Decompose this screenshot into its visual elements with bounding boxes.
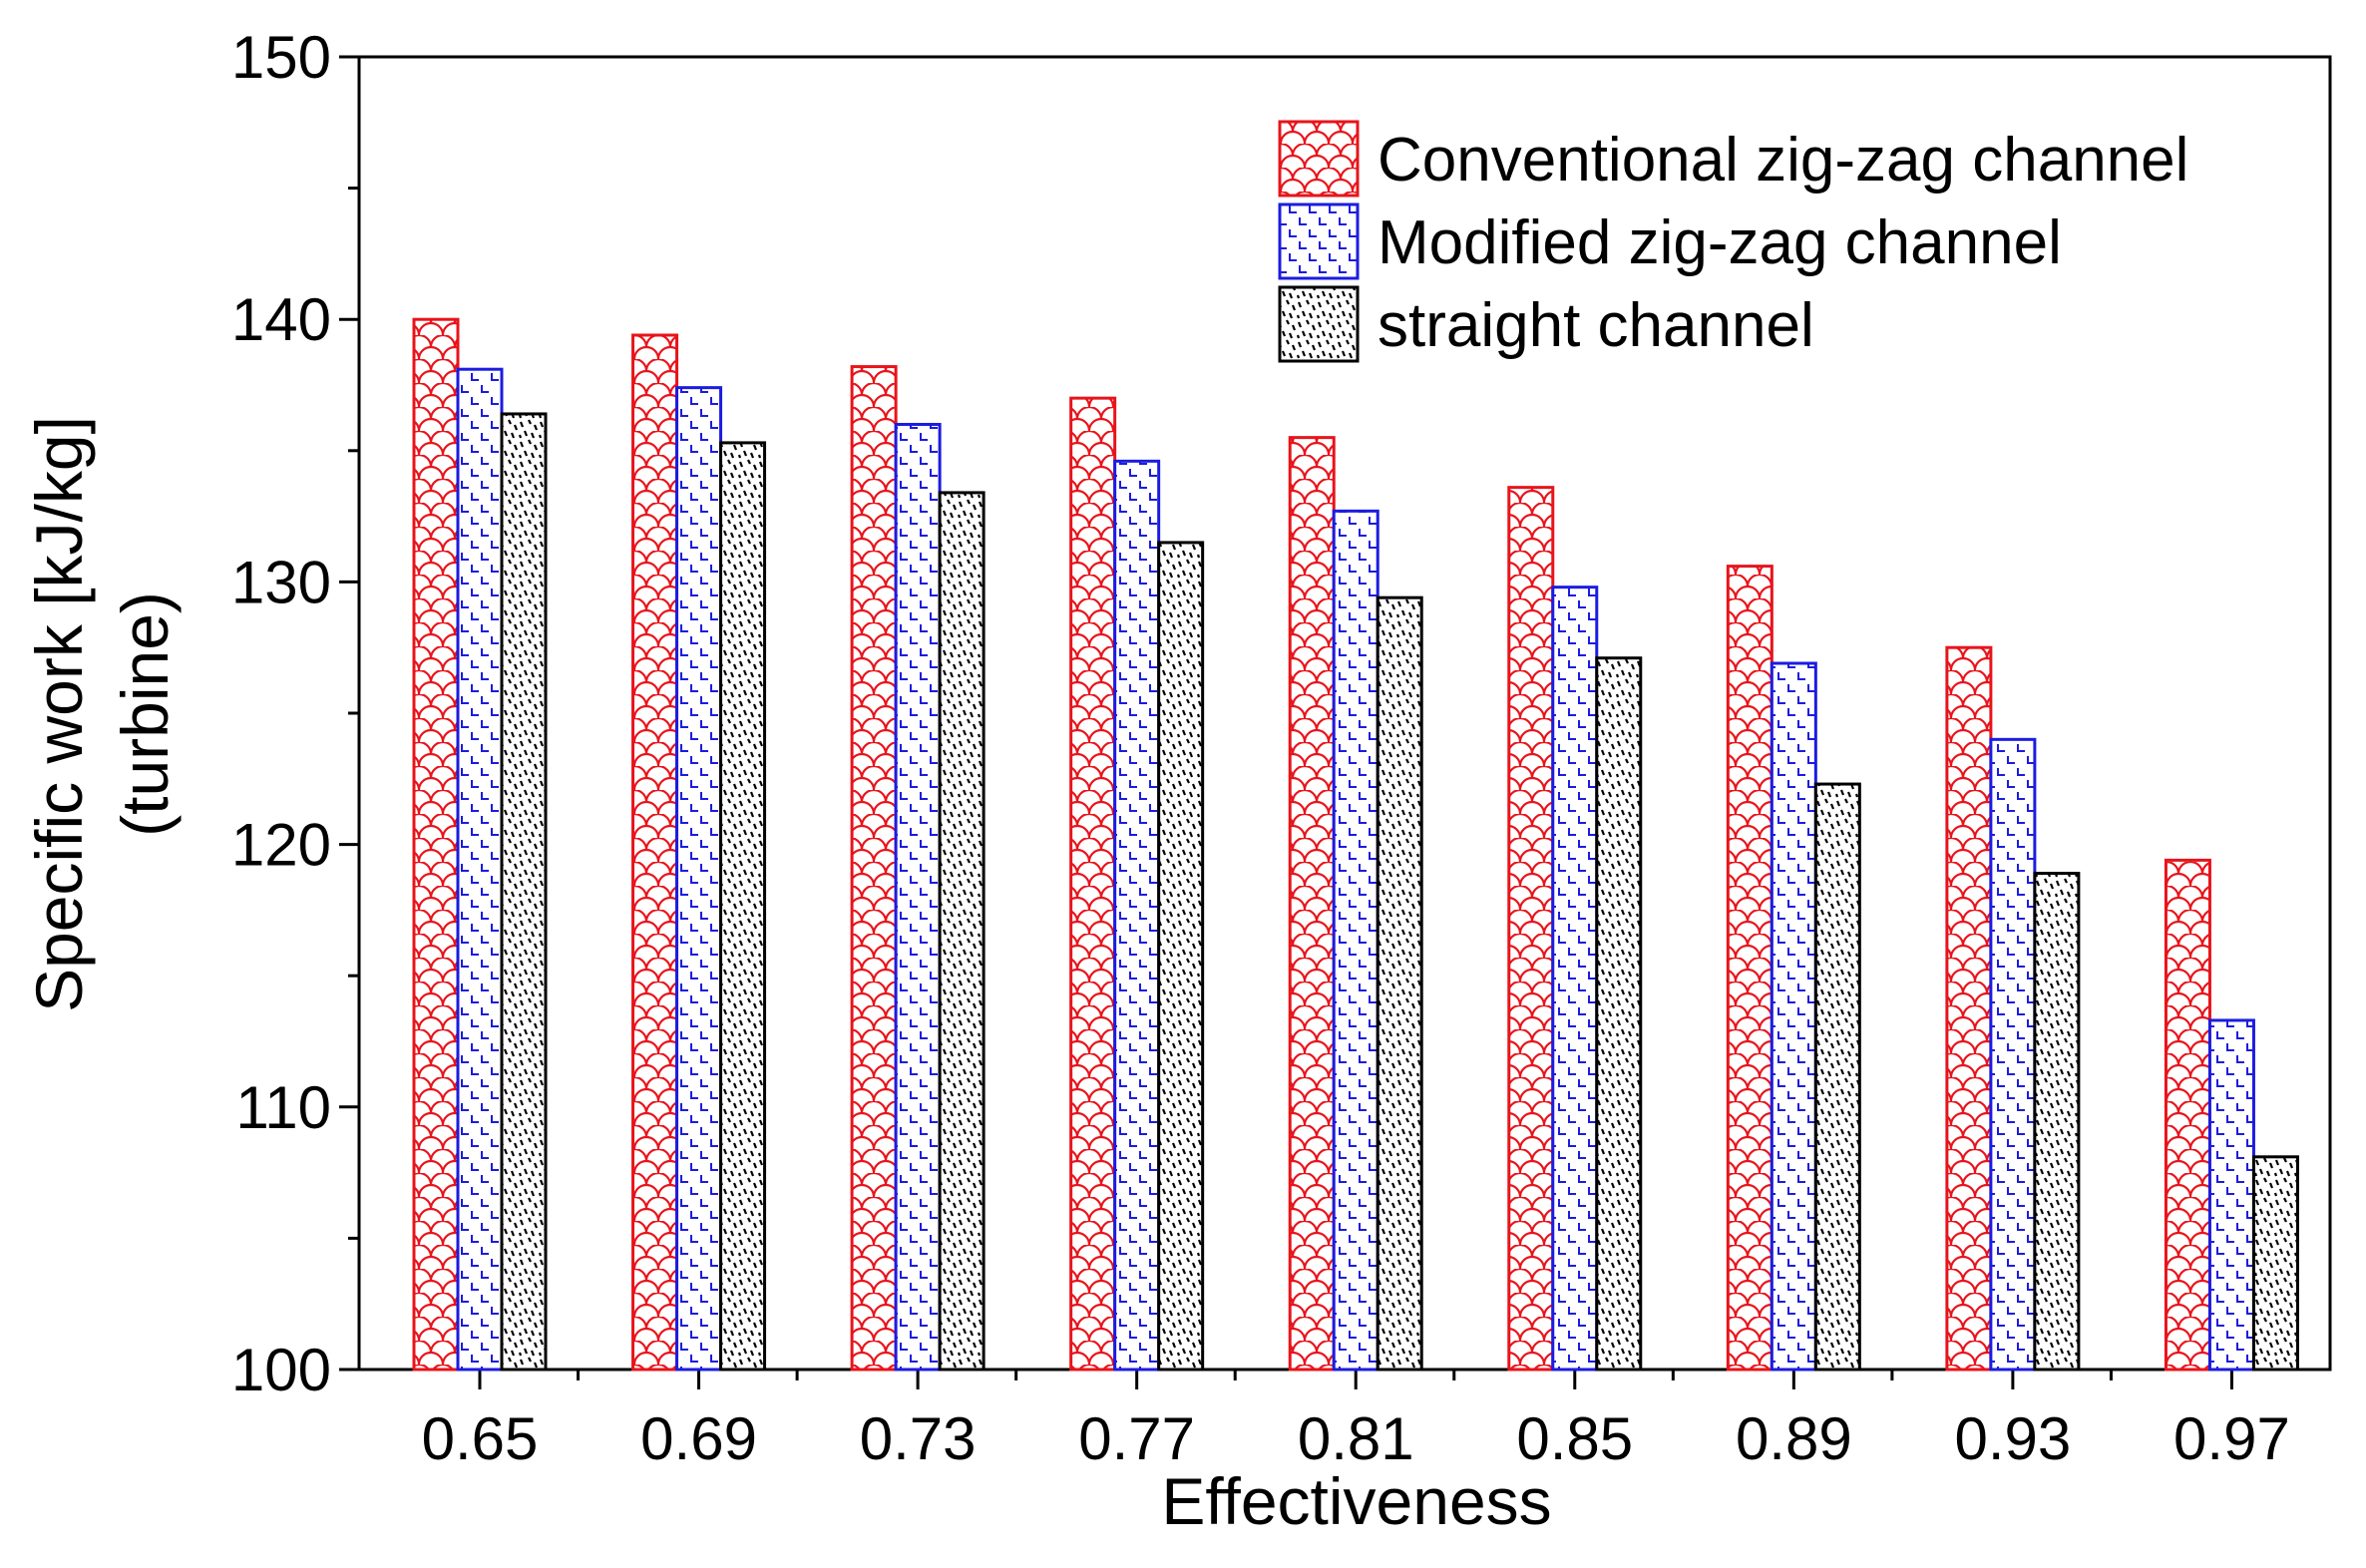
bar-scales-0.85	[1507, 486, 1555, 1372]
bar-steps-0.97	[2207, 1018, 2255, 1372]
tick-labels: 100 110 120 130 140 150 0.65 0.69 0.73 0.77 0.81 0.…	[231, 24, 2290, 1472]
y-axis-title-line1: Specific work [kJ/kg]	[22, 416, 96, 1012]
legend-label-scales: Conventional zig-zag channel	[1378, 126, 2188, 195]
bar-steps-0.73	[894, 422, 942, 1372]
bar-speckle-0.85	[1595, 656, 1643, 1372]
bar-steps-0.81	[1332, 509, 1380, 1372]
bar-scales-0.77	[1069, 396, 1117, 1372]
bar-scales-0.65	[412, 317, 460, 1372]
x-tick-label: 0.65	[422, 1405, 539, 1472]
legend-label-speckle: straight channel	[1378, 291, 1814, 360]
legend-swatch-speckle	[1278, 285, 1360, 363]
y-tick-label: 100	[231, 1337, 331, 1403]
bar-speckle-0.97	[2251, 1155, 2299, 1372]
legend-label-steps: Modified zig-zag channel	[1378, 208, 2062, 277]
x-tick-label: 0.85	[1516, 1405, 1633, 1472]
bar-scales-0.93	[1945, 645, 1993, 1372]
bar-scales-0.69	[631, 333, 679, 1372]
x-tick-label: 0.69	[640, 1405, 757, 1472]
bar-steps-0.77	[1113, 459, 1161, 1372]
bar-speckle-0.93	[2033, 872, 2081, 1372]
bar-scales-0.73	[850, 365, 898, 1372]
x-axis-title: Effectiveness	[1161, 1464, 1551, 1538]
bars	[412, 317, 2299, 1372]
bar-speckle-0.73	[938, 491, 986, 1372]
bar-steps-0.89	[1770, 661, 1817, 1372]
bar-scales-0.97	[2164, 858, 2211, 1372]
bar-steps-0.93	[1989, 737, 2037, 1372]
x-tick-label: 0.73	[860, 1405, 977, 1472]
y-tick-label: 110	[235, 1074, 331, 1141]
bar-speckle-0.77	[1157, 541, 1205, 1372]
legend-swatch-scales	[1278, 120, 1360, 197]
y-tick-label: 150	[231, 24, 331, 91]
bar-scales-0.89	[1726, 565, 1774, 1372]
bar-speckle-0.89	[1813, 782, 1861, 1372]
x-tick-label: 0.89	[1736, 1405, 1852, 1472]
legend: Conventional zig-zag channel Modified zig…	[1278, 120, 2188, 363]
y-axis-title-line2: (turbine)	[108, 591, 182, 837]
x-tick-label: 0.93	[1954, 1405, 2071, 1472]
x-tick-label: 0.77	[1078, 1405, 1195, 1472]
bar-steps-0.69	[675, 386, 723, 1372]
legend-swatch-steps	[1278, 202, 1360, 280]
bar-speckle-0.69	[719, 441, 767, 1372]
bar-scales-0.81	[1288, 436, 1336, 1372]
x-tick-label: 0.97	[2173, 1405, 2290, 1472]
bar-speckle-0.65	[500, 412, 548, 1372]
bar-speckle-0.81	[1376, 595, 1423, 1372]
y-tick-label: 140	[231, 286, 331, 353]
y-tick-label: 120	[231, 812, 331, 879]
x-tick-label: 0.81	[1298, 1405, 1414, 1472]
bar-steps-0.85	[1551, 586, 1599, 1372]
bar-steps-0.65	[456, 367, 504, 1372]
y-tick-label: 130	[231, 549, 331, 615]
